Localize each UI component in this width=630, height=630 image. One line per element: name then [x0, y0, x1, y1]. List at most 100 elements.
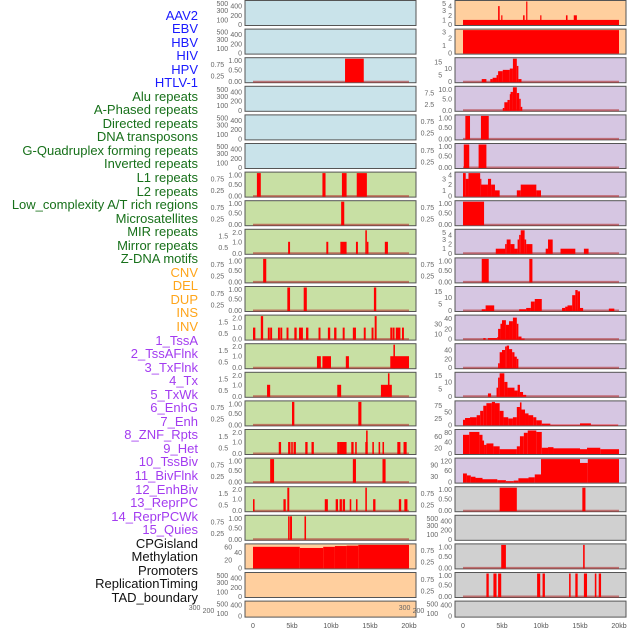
panel-background	[244, 514, 417, 541]
y-tick-label: 0.00	[228, 422, 242, 429]
signal-bar	[480, 410, 484, 426]
y-tick-label: 50	[444, 410, 452, 417]
signal-bar	[303, 287, 307, 311]
signal-bar	[340, 241, 347, 254]
signal-bar	[270, 327, 273, 340]
signal-bar	[506, 239, 511, 254]
signal-bar	[524, 239, 527, 254]
signal-bar	[513, 480, 519, 483]
track-label: HIV	[176, 48, 198, 64]
y-tick-label: 1.00	[228, 516, 242, 523]
y-tick-label: 100	[216, 611, 228, 618]
y-tick-label: 500	[426, 516, 438, 523]
signal-bar	[516, 190, 521, 197]
y-tick-label: 15	[434, 289, 442, 296]
signal-bar	[358, 401, 362, 426]
signal-bar	[590, 424, 619, 426]
y-tick-label: 0.00	[438, 222, 452, 229]
y-tick-label: 500	[216, 87, 228, 94]
signal-bar	[483, 338, 486, 340]
track-label: AAV2	[165, 7, 198, 23]
signal-bar	[512, 87, 517, 111]
track-label: 11_BivFlnk	[134, 468, 198, 484]
y-tick-label: 2.0	[232, 230, 242, 237]
y-tick-label: 0	[238, 165, 242, 172]
y-tick-label: 0	[238, 594, 242, 601]
y-tick-label: 0.50	[228, 268, 242, 275]
y-tick-label: 0.50	[228, 411, 242, 418]
y-tick-label: 0.75	[421, 119, 435, 126]
signal-bar	[481, 309, 486, 311]
signal-bar	[499, 373, 505, 397]
y-tick-label: 0.00	[438, 279, 452, 286]
y-tick-label: 400	[440, 602, 452, 609]
panel-background	[244, 114, 417, 141]
signal-bar	[521, 409, 526, 426]
signal-bar	[594, 573, 597, 597]
signal-bar	[493, 573, 497, 597]
track-label: L2 repeats	[136, 183, 198, 199]
y-tick-label: 5	[438, 73, 442, 80]
signal-bar	[293, 442, 296, 454]
y-tick-label: 0	[448, 79, 452, 86]
y-tick-label: 0.0	[232, 394, 242, 401]
signal-bar	[502, 69, 510, 83]
signal-bar	[517, 384, 520, 397]
x-tick-label: 0	[461, 623, 465, 630]
signal-bar	[253, 327, 256, 340]
signal-bar	[504, 102, 508, 111]
signal-bar	[501, 15, 503, 25]
track-panel: 0.000.250.500.751.00	[421, 543, 627, 572]
signal-bar	[509, 321, 513, 340]
signal-bar	[518, 478, 529, 483]
signal-bar	[498, 363, 500, 369]
y-tick-label: 0.5	[218, 359, 228, 366]
signal-bar	[366, 430, 368, 454]
signal-bar	[587, 459, 619, 483]
signal-bar	[365, 230, 367, 254]
signal-bar	[322, 173, 326, 197]
signal-bar	[580, 423, 591, 426]
track-label: 6_EnhG	[150, 400, 198, 416]
y-tick-label: 0	[238, 51, 242, 58]
y-tick-label: 1.00	[438, 201, 452, 208]
signal-bar	[540, 15, 542, 25]
signal-bar	[553, 448, 580, 454]
y-tick-label: 200	[230, 41, 242, 48]
y-tick-label: 10	[434, 331, 442, 338]
y-tick-label: 0.00	[438, 594, 452, 601]
signal-bar	[475, 477, 483, 483]
y-tick-label: 0.50	[228, 211, 242, 218]
y-tick-label: 0.25	[211, 474, 225, 481]
y-tick-label: 40	[444, 348, 452, 355]
track-label: CPGisland	[135, 535, 198, 551]
signal-bar	[608, 308, 615, 311]
x-tick-label: 5kb	[496, 623, 507, 630]
signal-bar	[339, 442, 347, 454]
y-tick-label: 1.5	[218, 319, 228, 326]
y-tick-label: 0	[238, 614, 242, 621]
signal-bar	[516, 323, 519, 340]
signal-bar	[528, 415, 534, 426]
y-tick-label: 0	[238, 565, 242, 572]
track-label: 15_Quies	[142, 522, 198, 538]
signal-bar	[519, 309, 527, 311]
signal-bar	[463, 473, 467, 483]
y-tick-label: 300	[426, 523, 438, 530]
y-tick-label: 2.0	[232, 316, 242, 323]
y-tick-label: 1.00	[228, 173, 242, 180]
y-tick-label: 5	[438, 387, 442, 394]
signal-bar	[345, 58, 364, 83]
track-label: Inverted repeats	[104, 156, 198, 172]
y-tick-label: 0.25	[211, 73, 225, 80]
signal-bar	[260, 316, 264, 340]
